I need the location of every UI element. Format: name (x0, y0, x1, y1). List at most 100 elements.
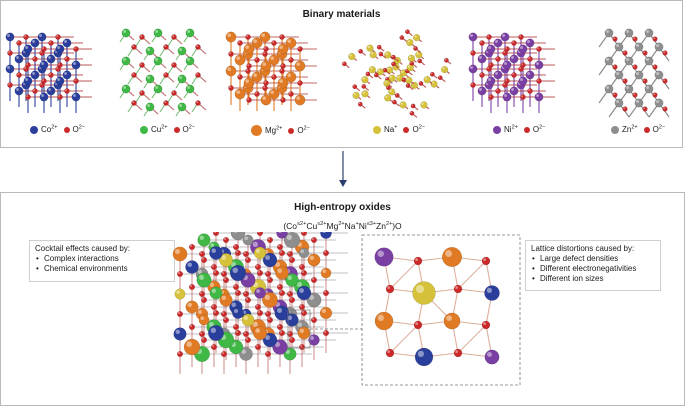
cu-atom (177, 46, 187, 56)
oxygen-atom (263, 46, 269, 52)
oxygen-atom (211, 264, 218, 271)
oxygen-atom (32, 56, 38, 62)
cation-atom (319, 306, 333, 320)
oxygen-atom (652, 64, 658, 70)
oxygen-atom (16, 72, 22, 78)
oxygen-atom (662, 106, 668, 112)
oxygen-atom (257, 232, 263, 236)
cation-atom (239, 347, 253, 361)
co-atom (5, 32, 15, 42)
ni-atom (493, 70, 503, 80)
oxygen-atom (361, 84, 367, 89)
oxygen-atom (632, 36, 638, 42)
cu-atom (177, 102, 187, 112)
co-atom (23, 44, 33, 54)
co-atom (39, 60, 49, 70)
heo-formula: (Co≤2+Cu≤2+Mg2+Na+Ni≤3+Zn2+)O (0, 221, 685, 231)
formula-element: (Co (283, 221, 298, 231)
lattice-distortion-item: Different ion sizes (532, 274, 655, 284)
oxygen-atom (288, 57, 294, 63)
ni-atom (534, 92, 544, 102)
oxygen-atom (256, 309, 263, 316)
co-atom (30, 70, 40, 80)
oxygen-atom (16, 40, 22, 46)
oxygen-atom (7, 82, 13, 88)
oxygen-atom (310, 277, 317, 284)
oxygen-atom (495, 88, 501, 94)
oxygen-atom (171, 34, 177, 40)
cation-atom (209, 246, 223, 260)
oxygen-atom (264, 350, 271, 357)
zn-legend: Zn2+ O2− (611, 125, 665, 134)
oxygen-atom (642, 78, 648, 84)
oxygen-atom (365, 71, 371, 77)
oxygen-atom (199, 251, 206, 258)
oxygen-atom (25, 94, 31, 100)
oxygen-atom (177, 350, 184, 357)
oxygen-atom (453, 284, 463, 294)
oxygen-atom (232, 243, 239, 250)
oxygen-atom (264, 271, 271, 278)
oxygen-atom (297, 80, 303, 86)
ni-atom (509, 86, 519, 96)
oxygen-atom (211, 303, 218, 310)
oxygen-atom (322, 250, 329, 257)
oxygen-atom (612, 92, 618, 98)
oxygen-atom (228, 51, 234, 57)
cation-atom (174, 288, 186, 300)
cation-atom (219, 253, 233, 267)
mg-atom (285, 37, 297, 49)
oxygen-atom (394, 93, 400, 98)
formula-charge: ≤3+ (366, 221, 377, 228)
cation-atom (320, 232, 332, 239)
zn-atom (634, 98, 644, 108)
oxygen-atom (652, 92, 658, 98)
oxygen-atom (622, 106, 628, 112)
oxygen-atom (278, 329, 285, 336)
mg-atom (243, 77, 255, 89)
oxygen-atom (213, 309, 220, 316)
na-atom (384, 94, 392, 102)
cu-atom (153, 56, 163, 66)
oxygen-atom (504, 78, 510, 84)
mg-atom (277, 77, 289, 89)
co-atom (71, 92, 81, 102)
cu-atom (177, 74, 187, 84)
oxygen-atom (278, 290, 285, 297)
mg-atom (294, 94, 306, 106)
oxygen-swatch (403, 126, 410, 133)
cation-swatch (493, 125, 501, 134)
formula-element: )O (392, 221, 402, 231)
cocktail-effects-note: Cocktail effects caused by: Complex inte… (29, 240, 175, 282)
ni-atom (477, 54, 487, 64)
oxygen-atom (536, 46, 542, 52)
oxygen-atom (413, 46, 418, 51)
oxygen-atom (276, 323, 283, 330)
oxygen-atom (278, 250, 285, 257)
ni-atom (477, 86, 487, 96)
oxygen-atom (310, 316, 317, 323)
oxygen-atom (341, 61, 347, 67)
na-atom (384, 51, 392, 59)
oxygen-atom (199, 291, 206, 298)
oxygen-atom (7, 50, 13, 56)
co-atom (71, 60, 81, 70)
co-atom (46, 86, 56, 96)
cation-atom (219, 293, 233, 307)
oxygen-atom (392, 99, 397, 105)
coo-structure (5, 32, 92, 113)
zn-atom (624, 84, 634, 94)
cation-atom (183, 338, 201, 356)
oxygen-atom (48, 72, 54, 78)
ni-legend: Ni2+ O2− (493, 125, 545, 134)
oxygen-atom (232, 284, 239, 291)
mg-atom (243, 43, 255, 55)
oxygen-atom (612, 64, 618, 70)
cation-atom (232, 307, 244, 319)
mg-legend: Mg2+ O2− (251, 125, 310, 136)
oxygen-atom (271, 40, 277, 46)
ni-atom (468, 32, 478, 42)
oxygen-atom (246, 63, 252, 69)
oxygen-swatch (288, 127, 295, 134)
mg-atom (260, 60, 272, 72)
